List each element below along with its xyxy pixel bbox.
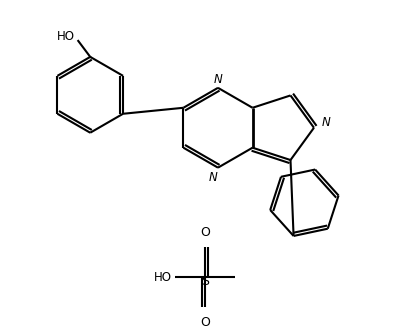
Text: HO: HO bbox=[57, 30, 75, 43]
Text: S: S bbox=[201, 275, 209, 288]
Text: O: O bbox=[200, 316, 210, 329]
Text: N: N bbox=[214, 73, 222, 86]
Text: N: N bbox=[322, 116, 331, 129]
Text: O: O bbox=[200, 225, 210, 238]
Text: HO: HO bbox=[154, 271, 172, 284]
Text: N: N bbox=[209, 171, 217, 184]
